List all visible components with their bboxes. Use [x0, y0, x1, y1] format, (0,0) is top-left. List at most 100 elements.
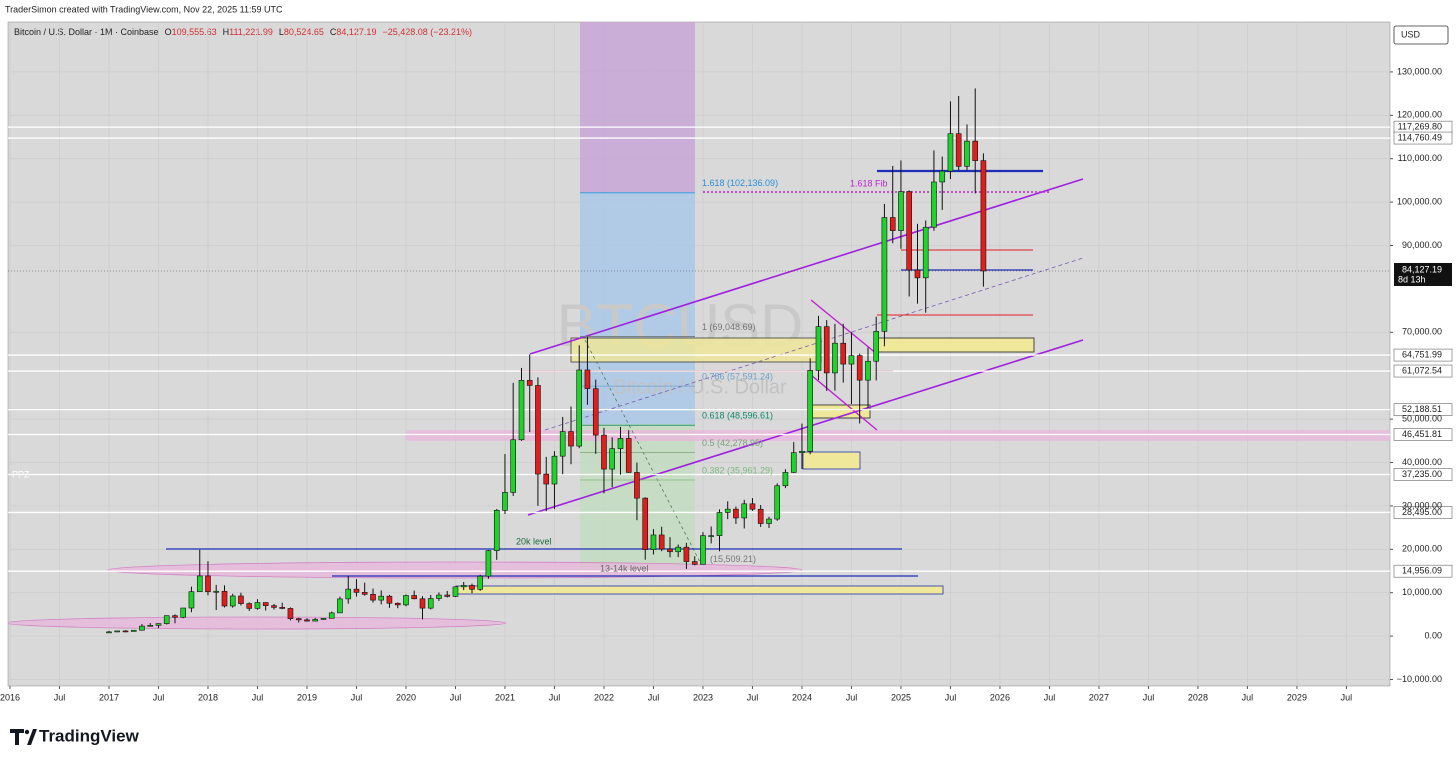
price-lines: [8, 126, 1390, 572]
x-tick-label: 2025: [891, 692, 911, 702]
y-tick-label: 10,000.00: [1402, 587, 1442, 597]
demand-box: [455, 585, 944, 595]
candle-body: [386, 595, 393, 604]
candle-body: [939, 170, 946, 183]
last-price-label: 84,127.19: [1402, 264, 1442, 274]
candle-body: [922, 226, 929, 279]
candle-body: [493, 509, 500, 551]
price-label-box: [1393, 506, 1453, 519]
candle-body: [601, 434, 607, 470]
candle-body: [172, 615, 178, 618]
legend-item: 80,524.65: [284, 27, 324, 37]
channel-line: [527, 339, 1084, 516]
price-label-box: [1393, 403, 1453, 416]
x-tick-label: 2020: [396, 692, 416, 702]
candle-body: [568, 431, 574, 447]
fib-label: 0.618 (48,596.61): [702, 411, 773, 421]
candle-body: [304, 619, 310, 622]
mid-line: [544, 257, 1084, 431]
y-tick-label: 70,000.00: [1402, 327, 1442, 337]
legend-item: L: [279, 27, 284, 37]
currency[interactable]: USD: [1401, 29, 1421, 39]
candle-body: [469, 585, 475, 590]
candle-body: [180, 607, 187, 618]
y-tick-label: 0.00: [1424, 630, 1442, 640]
candle-body: [229, 595, 236, 607]
annotation: 20k level: [516, 536, 552, 546]
fib-zone: [580, 22, 695, 192]
candle-body: [551, 455, 558, 485]
y-tick-label: 40,000.00: [1402, 457, 1442, 467]
candle-body: [485, 550, 492, 577]
candle-body: [460, 585, 467, 588]
candle-body: [667, 548, 673, 553]
x-tick-label: Jul: [747, 692, 759, 702]
candle-body: [188, 591, 195, 609]
candle-body: [353, 588, 360, 593]
watermark-name: Bitcoin / U.S. Dollar: [613, 376, 787, 398]
x-tick-label: Jul: [450, 692, 462, 702]
x-tick-label: Jul: [1044, 692, 1056, 702]
fib-label: 1 (69,048.69): [702, 322, 756, 332]
fib-label: (15,509.21): [710, 554, 756, 564]
candle-body: [823, 326, 830, 374]
candle-body: [906, 191, 912, 271]
annotation: PPZ: [12, 469, 30, 479]
candle-body: [543, 473, 550, 485]
x-tick-label: 2029: [1287, 692, 1307, 702]
x-tick-label: Jul: [1143, 692, 1155, 702]
price-label-box: [1393, 564, 1453, 578]
price-label-box: [1393, 364, 1453, 378]
x-tick-label: Jul: [549, 692, 561, 702]
candle-body: [741, 503, 748, 519]
candle-body: [526, 380, 533, 386]
candle-body: [295, 618, 302, 621]
candle-body: [518, 380, 525, 441]
price-label: 64,751.99: [1402, 349, 1442, 359]
x-tick-label: Jul: [648, 692, 660, 702]
legend-item: 109,555.63: [172, 27, 217, 37]
candle-body: [774, 485, 781, 520]
price-label-box: [1393, 428, 1453, 441]
countdown-label: 8d 13h: [1398, 274, 1426, 284]
zone-ellipse: [8, 616, 507, 630]
candle-body: [815, 326, 822, 371]
candle-body: [733, 508, 739, 519]
y-tick-label: −10,000.00: [1397, 674, 1442, 684]
candle-body: [658, 534, 665, 550]
candle-body: [642, 497, 649, 550]
symbol-legend: Bitcoin / U.S. Dollar · 1M · Coinbase O10…: [14, 27, 472, 37]
candle-body: [873, 331, 880, 362]
candle-body: [650, 534, 657, 550]
candle-body: [832, 342, 838, 374]
x-tick-label: 2021: [495, 692, 515, 702]
candle-body: [592, 388, 599, 436]
candle-body: [378, 595, 385, 601]
y-tick-label: 30,000.00: [1402, 500, 1442, 510]
price-label: 46,451.81: [1402, 429, 1442, 439]
y-tick-label: 110,000.00: [1398, 153, 1442, 163]
x-tick-label: Jul: [351, 692, 363, 702]
candle-body: [139, 625, 145, 631]
candle-body: [898, 191, 904, 231]
pennant-line: [810, 299, 878, 355]
candle-body: [576, 369, 583, 447]
candle-body: [617, 438, 624, 449]
logo-icon: [24, 729, 30, 735]
candle-body: [980, 160, 987, 272]
currency-button[interactable]: [1393, 25, 1449, 45]
candle-body: [799, 450, 805, 453]
candle-body: [337, 598, 343, 614]
candle-body: [502, 492, 508, 511]
x-tick-label: 2028: [1188, 692, 1208, 702]
x-tick-label: 2018: [198, 692, 218, 702]
candle-body: [675, 546, 682, 553]
candle-body: [477, 575, 484, 590]
candle-body: [716, 512, 723, 536]
price-label-box: [1393, 468, 1453, 481]
candle-body: [205, 575, 211, 593]
price-label: 61,072.54: [1402, 365, 1442, 375]
legend-item: C: [330, 27, 337, 37]
